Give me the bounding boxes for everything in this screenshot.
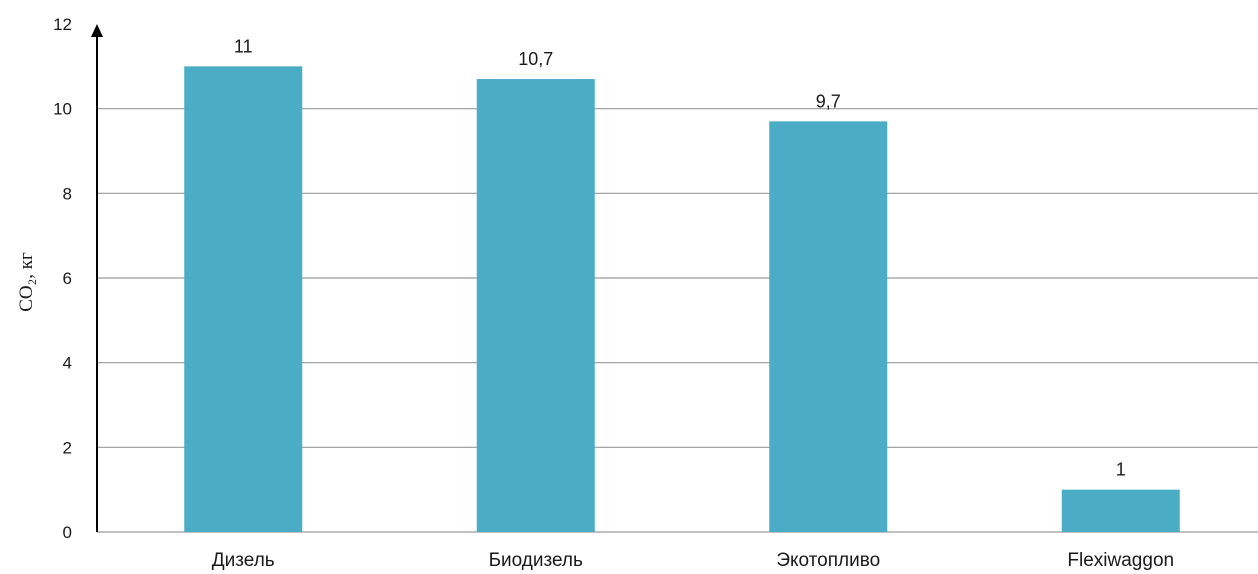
bar xyxy=(184,66,303,532)
y-tick-label: 10 xyxy=(53,100,72,119)
bars xyxy=(184,66,1180,533)
bar xyxy=(769,121,888,532)
data-label: 11 xyxy=(234,36,253,56)
data-label: 10,7 xyxy=(518,49,553,69)
y-axis-label: CO₂, кг xyxy=(16,252,37,312)
y-tick-label: 4 xyxy=(63,354,72,373)
data-labels: 11 10,7 9,7 1 xyxy=(234,36,1126,479)
category-label: Дизель xyxy=(212,550,275,571)
y-tick-label: 6 xyxy=(63,269,72,288)
top-cut-text xyxy=(140,0,1170,8)
category-label: Flexiwaggon xyxy=(1067,550,1174,571)
data-label: 9,7 xyxy=(816,91,841,111)
category-labels: Дизель Биодизель Экотопливо Flexiwaggon xyxy=(212,550,1174,571)
bar xyxy=(1061,489,1180,532)
category-label: Биодизель xyxy=(489,550,583,571)
axes xyxy=(91,24,103,532)
y-tick-label: 0 xyxy=(63,523,72,542)
y-tick-label: 8 xyxy=(63,184,72,203)
data-label: 1 xyxy=(1116,460,1126,480)
y-axis-arrow xyxy=(91,24,103,37)
y-tick-label: 2 xyxy=(63,438,72,457)
bar xyxy=(476,79,595,533)
y-tick-label: 12 xyxy=(53,15,72,34)
category-label: Экотопливо xyxy=(776,550,880,571)
y-tick-labels: 0 2 4 6 8 10 12 xyxy=(53,15,72,542)
